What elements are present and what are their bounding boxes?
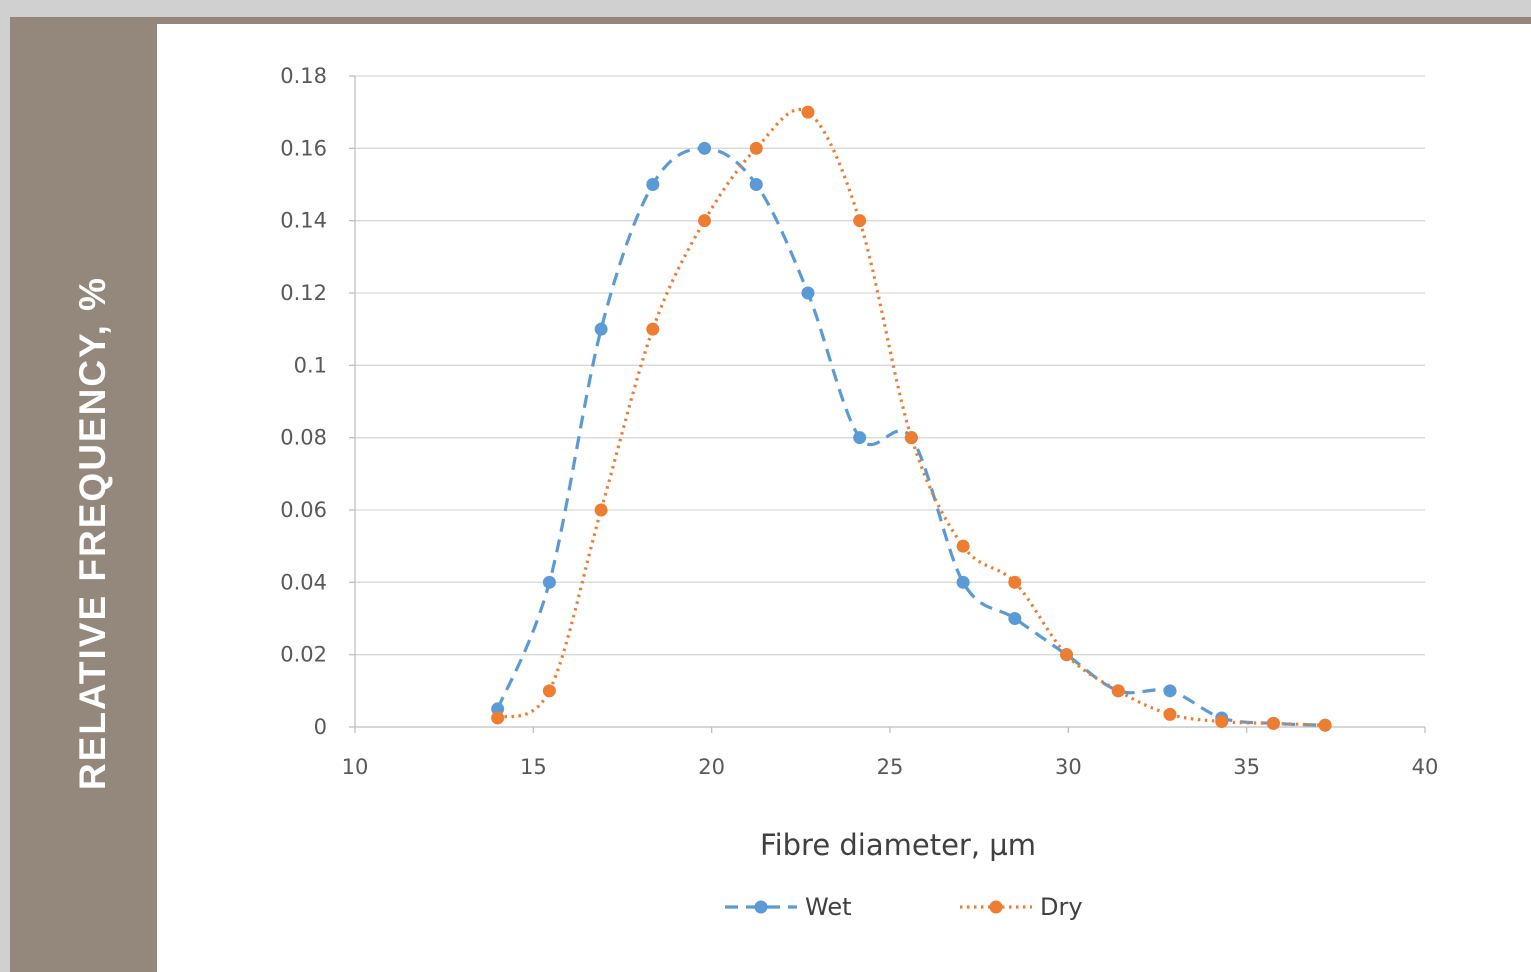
data-point-dry xyxy=(956,539,970,553)
data-point-wet xyxy=(1163,684,1177,698)
data-point-dry xyxy=(749,141,763,155)
legend-marker xyxy=(989,900,1003,914)
data-point-dry xyxy=(1163,707,1177,721)
data-point-wet xyxy=(646,178,660,191)
x-axis-title: Fibre diameter, µm xyxy=(760,828,1036,862)
x-tick-label: 15 xyxy=(520,755,547,779)
series-line-dry xyxy=(496,108,1326,727)
data-point-dry xyxy=(853,214,867,228)
data-point-dry xyxy=(491,711,505,725)
x-tick-label: 40 xyxy=(1412,755,1439,779)
x-tick-label: 10 xyxy=(342,755,369,779)
data-point-dry xyxy=(801,105,815,119)
data-point-wet xyxy=(594,322,608,336)
data-point-dry xyxy=(1215,715,1229,729)
legend-item-wet: Wet xyxy=(725,893,852,921)
axes xyxy=(349,75,1426,733)
data-point-wet xyxy=(749,178,763,191)
top-band xyxy=(0,0,1531,17)
top-bar xyxy=(10,17,1531,24)
data-point-wet xyxy=(542,575,556,589)
data-point-wet xyxy=(956,575,970,589)
data-point-wet xyxy=(491,702,505,716)
y-tick-label: 0.12 xyxy=(280,281,327,305)
data-point-wet xyxy=(801,286,815,300)
y-tick-labels: 0 0.02 0.04 0.06 0.08 0.1 0.12 0.14 0.16 0.18 xyxy=(280,64,327,739)
sidebar: RELATIVE FREQUENCY, % xyxy=(10,24,157,972)
y-tick-label: 0.16 xyxy=(280,136,327,160)
data-point-dry xyxy=(594,503,608,517)
legend-label: Wet xyxy=(805,893,852,921)
y-axis-title: RELATIVE FREQUENCY, % xyxy=(72,275,113,791)
data-point-wet xyxy=(698,141,712,155)
data-point-dry xyxy=(1008,575,1022,589)
y-tick-label: 0.04 xyxy=(280,570,327,594)
data-point-dry xyxy=(542,684,556,698)
grid-lines xyxy=(355,75,1425,656)
legend-label: Dry xyxy=(1040,893,1083,921)
y-tick-label: 0.14 xyxy=(280,209,327,233)
y-tick-label: 0.02 xyxy=(280,643,327,667)
data-point-dry xyxy=(1266,716,1280,730)
y-tick-label: 0.08 xyxy=(280,426,327,450)
y-tick-label: 0.18 xyxy=(280,64,327,88)
legend: Wet Dry xyxy=(725,893,1083,921)
data-point-dry xyxy=(698,214,712,228)
chart-panel: 0 0.02 0.04 0.06 0.08 0.1 0.12 0.14 0.16 0.18 10 1… xyxy=(157,24,1531,972)
x-tick-label: 30 xyxy=(1055,755,1082,779)
legend-marker xyxy=(754,900,768,914)
y-tick-label: 0.1 xyxy=(294,353,327,377)
data-point-dry xyxy=(1111,684,1125,698)
data-point-dry xyxy=(904,431,918,445)
series-dry xyxy=(491,105,1332,732)
x-tick-label: 35 xyxy=(1233,755,1260,779)
legend-item-dry: Dry xyxy=(960,893,1083,921)
x-tick-labels: 10 15 20 25 30 35 40 xyxy=(342,755,1439,779)
data-point-wet xyxy=(853,431,867,445)
y-tick-label: 0.06 xyxy=(280,498,327,522)
x-tick-label: 25 xyxy=(877,755,904,779)
y-tick-label: 0 xyxy=(314,715,327,739)
data-point-dry xyxy=(1060,648,1074,662)
left-strip xyxy=(0,17,10,972)
x-tick-label: 20 xyxy=(698,755,725,779)
series xyxy=(491,105,1332,732)
line-chart: 00.020.040.060.080.10.120.140.160.18 10 1… xyxy=(280,64,1439,921)
data-point-dry xyxy=(1318,718,1332,732)
data-point-dry xyxy=(646,322,660,336)
data-point-wet xyxy=(1008,612,1022,625)
